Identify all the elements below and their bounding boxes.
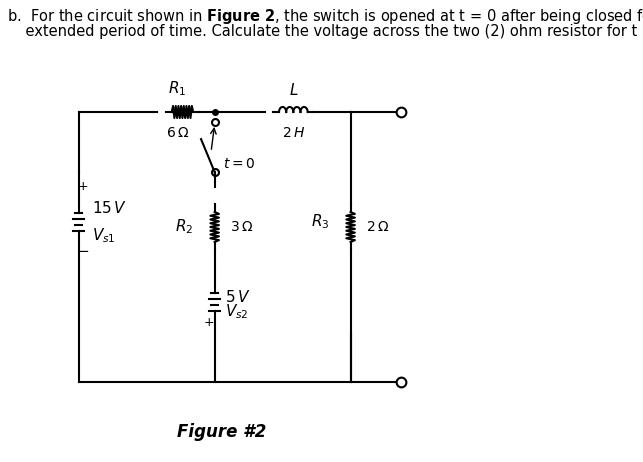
Text: $R_2$: $R_2$: [175, 218, 193, 237]
Text: $R_3$: $R_3$: [311, 213, 329, 231]
Text: $3\,\Omega$: $3\,\Omega$: [230, 220, 253, 234]
Text: $2\,H$: $2\,H$: [282, 126, 305, 140]
Text: $V_{s2}$: $V_{s2}$: [225, 303, 249, 322]
Text: $-$: $-$: [77, 243, 89, 257]
Text: $V_{s1}$: $V_{s1}$: [91, 227, 115, 245]
Text: b.  For the circuit shown in $\bf{Figure\ 2}$, the switch is opened at t = 0 aft: b. For the circuit shown in $\bf{Figure\…: [7, 7, 643, 26]
Text: $15\,V$: $15\,V$: [91, 200, 127, 216]
Text: Figure #2: Figure #2: [177, 423, 266, 441]
Text: $L$: $L$: [289, 82, 298, 98]
Text: $6\,\Omega$: $6\,\Omega$: [166, 126, 189, 140]
Text: $+$: $+$: [203, 316, 215, 328]
Text: $+$: $+$: [77, 181, 89, 194]
Text: $5\,V$: $5\,V$: [225, 289, 251, 305]
Text: extended period of time. Calculate the voltage across the two (2) ohm resistor f: extended period of time. Calculate the v…: [7, 24, 643, 39]
Text: $t = 0$: $t = 0$: [223, 157, 255, 171]
Text: $2\,\Omega$: $2\,\Omega$: [367, 220, 390, 234]
Text: $R_1$: $R_1$: [168, 79, 186, 98]
